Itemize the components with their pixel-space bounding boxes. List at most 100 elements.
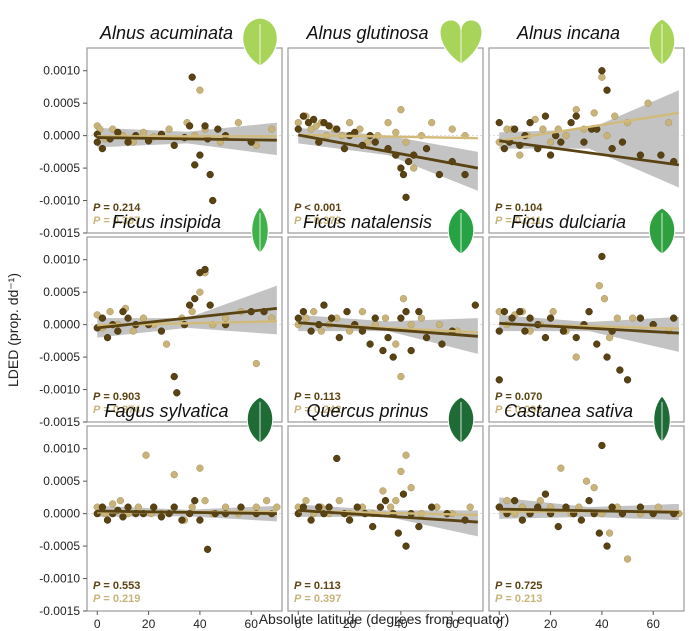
light-point (346, 119, 353, 126)
dark-point (186, 122, 193, 129)
p-value-text: = 0.219 (100, 593, 140, 605)
light-point (408, 484, 415, 491)
dark-point (403, 308, 410, 315)
dark-point (496, 119, 503, 126)
light-point (516, 152, 523, 159)
x-tick-label: 60 (647, 617, 661, 631)
dark-point (496, 328, 503, 335)
dark-point (522, 328, 529, 335)
dark-point (560, 328, 567, 335)
dark-point (501, 308, 508, 315)
x-axis-label: Absolute latitude (degrees from equator) (259, 611, 510, 627)
dark-point (670, 315, 677, 322)
panel-title: Alnus acuminata (99, 23, 233, 43)
light-point (598, 74, 605, 81)
dark-point (191, 295, 198, 302)
y-tick-label: 0.0000 (43, 318, 80, 332)
dark-point (542, 334, 549, 341)
dark-point (125, 504, 132, 511)
dark-point (354, 504, 361, 511)
light-point (222, 315, 229, 322)
dark-point (436, 171, 443, 178)
light-point (539, 126, 546, 133)
dark-point (295, 315, 302, 322)
dark-point (609, 504, 616, 511)
dark-point (171, 504, 178, 511)
p-value-text: = 0.725 (502, 580, 542, 592)
dark-point (385, 334, 392, 341)
light-point (397, 468, 404, 475)
p-value-text: = 0.397 (301, 593, 341, 605)
dark-point (346, 517, 353, 524)
dark-point (604, 543, 611, 550)
light-point (166, 126, 173, 133)
panel-alnus-incana: Alnus incanaP = 0.104P = 0.011 (489, 19, 684, 233)
light-point (467, 504, 474, 511)
dark-point (369, 523, 376, 530)
light-point (130, 328, 137, 335)
light-point (253, 504, 260, 511)
panel-title: Ficus insipida (112, 212, 221, 232)
light-point (573, 106, 580, 113)
p-value-light: P = 0.213 (495, 593, 542, 605)
dark-point (336, 334, 343, 341)
light-point (604, 132, 611, 139)
dark-point (321, 302, 328, 309)
dark-point (604, 87, 611, 94)
light-point (392, 129, 399, 136)
dark-point (99, 315, 106, 322)
light-point (387, 504, 394, 511)
x-tick-label: 40 (193, 617, 207, 631)
y-tick-label: -0.0015 (39, 604, 80, 618)
dark-point (382, 497, 389, 504)
light-point (614, 315, 621, 322)
light-point (596, 282, 603, 289)
panel-plot-area (489, 253, 684, 383)
dark-point (439, 341, 446, 348)
dark-point (511, 126, 518, 133)
dark-point (557, 139, 564, 146)
panel-plot-area (489, 442, 684, 562)
panel-title: Ficus dulciaria (511, 212, 626, 232)
dark-point (472, 302, 479, 309)
dark-point (542, 113, 549, 120)
panel-title: Castanea sativa (504, 401, 633, 421)
y-axis-label: LDED (prop. dd⁻¹) (5, 273, 21, 387)
dark-point (397, 165, 404, 172)
dark-point (308, 517, 315, 524)
light-point (143, 452, 150, 459)
dark-point (99, 145, 106, 152)
dark-point (428, 504, 435, 511)
dark-point (637, 504, 644, 511)
y-tick-label: 0.0000 (43, 129, 80, 143)
y-tick-label: 0.0005 (43, 96, 80, 110)
light-point (449, 126, 456, 133)
light-point (573, 354, 580, 361)
dark-point (415, 523, 422, 530)
light-point (140, 129, 147, 136)
y-tick-label: -0.0010 (39, 572, 80, 586)
light-point (253, 360, 260, 367)
dark-point (578, 517, 585, 524)
dark-point (158, 328, 165, 335)
y-tick-label: 0.0010 (43, 253, 80, 267)
dark-point (344, 308, 351, 315)
dark-point (295, 126, 302, 133)
dark-point (658, 152, 665, 159)
panel-ficus-dulciaria: Ficus dulciariaP = 0.070P = 0.098 (489, 208, 684, 422)
dark-point (333, 455, 340, 462)
y-tick-label: -0.0005 (39, 539, 80, 553)
y-tick-label: -0.0010 (39, 383, 80, 397)
dark-point (604, 354, 611, 361)
light-point (295, 119, 302, 126)
dark-point (568, 119, 575, 126)
dark-point (619, 139, 626, 146)
panel-title: Fagus sylvatica (104, 401, 228, 421)
dark-point (179, 517, 186, 524)
dark-point (598, 442, 605, 449)
light-point (171, 471, 178, 478)
y-tick-label: -0.0015 (39, 415, 80, 429)
panel-ficus-natalensis: Ficus natalensisP = 0.113P = 0.242 (288, 208, 483, 422)
light-point (382, 315, 389, 322)
light-point (310, 308, 317, 315)
